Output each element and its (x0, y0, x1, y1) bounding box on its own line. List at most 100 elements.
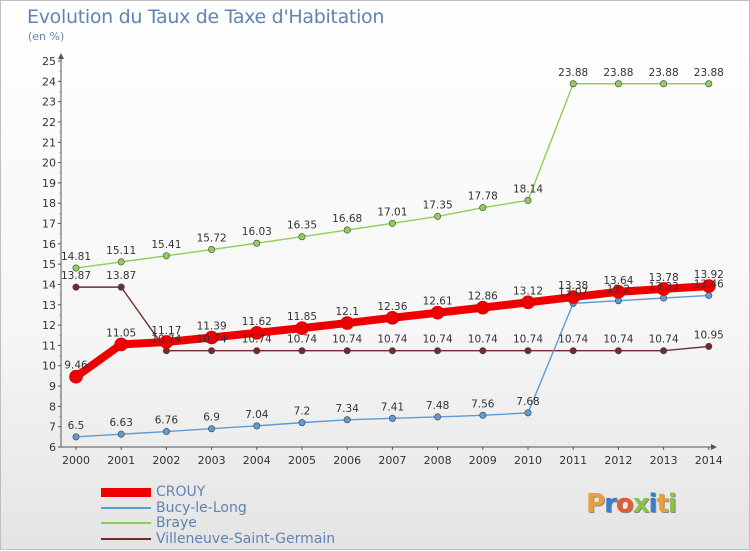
x-tick-label: 2002 (152, 454, 180, 467)
data-label: 10.74 (603, 334, 633, 346)
y-axis-arrow (58, 53, 64, 59)
data-point (253, 422, 261, 430)
legend-swatch (101, 522, 151, 524)
x-tick-label: 2000 (62, 454, 90, 467)
y-tick-label: 13 (42, 299, 56, 312)
data-point (569, 80, 577, 88)
y-tick-label: 11 (42, 339, 56, 352)
data-point (705, 342, 713, 350)
x-tick-label: 2012 (604, 454, 632, 467)
series-crouy (69, 279, 716, 384)
data-point (434, 212, 442, 220)
data-label: 7.04 (245, 409, 269, 421)
data-label: 23.88 (603, 67, 633, 79)
data-label: 15.11 (106, 245, 136, 257)
data-point (253, 347, 261, 355)
data-label: 23.88 (558, 67, 588, 79)
legend-item: Braye (101, 515, 401, 531)
data-point (114, 337, 128, 352)
legend-label: Bucy-le-Long (156, 499, 247, 516)
data-label: 17.78 (468, 191, 498, 203)
data-point (611, 284, 626, 299)
x-axis-arrow (711, 444, 717, 450)
data-label: 11.17 (151, 325, 181, 337)
data-label: 10.74 (377, 334, 407, 346)
data-point (69, 369, 83, 384)
data-label: 10.74 (287, 334, 317, 346)
data-point (250, 326, 264, 340)
data-point (566, 290, 581, 304)
y-tick-label: 17 (42, 218, 56, 231)
data-point (343, 226, 351, 234)
x-tick-label: 2009 (469, 454, 497, 467)
data-label: 23.88 (694, 67, 724, 79)
data-label: 7.41 (381, 401, 404, 413)
x-tick-label: 2001 (107, 454, 135, 467)
data-label: 10.74 (558, 334, 588, 346)
data-point (388, 347, 396, 355)
legend-label: Braye (156, 515, 197, 531)
data-label: 13.38 (558, 280, 588, 292)
data-label: 7.68 (516, 396, 539, 408)
data-point (298, 419, 306, 427)
data-point (204, 330, 219, 345)
data-point (343, 416, 351, 424)
data-label: 16.35 (287, 220, 317, 232)
data-point (521, 295, 535, 310)
data-label: 10.74 (242, 334, 272, 346)
data-label: 11.85 (287, 311, 317, 323)
data-label: 10.95 (694, 329, 724, 341)
data-label: 16.68 (332, 213, 362, 225)
data-point (479, 347, 487, 355)
data-label: 11.62 (242, 316, 272, 328)
x-tick-label: 2004 (243, 454, 271, 467)
data-point (614, 347, 622, 355)
chart-unit-label: (en %) (28, 30, 65, 43)
data-label: 7.34 (336, 403, 360, 415)
data-label: 12.36 (377, 301, 407, 313)
data-label: 6.9 (203, 412, 220, 424)
data-point (388, 219, 396, 227)
data-label: 13.46 (694, 278, 724, 290)
series-bucy-le-long (72, 291, 713, 441)
data-point (660, 347, 668, 355)
data-point (159, 335, 174, 349)
data-point (295, 321, 309, 335)
data-point (479, 204, 487, 212)
data-label: 13.92 (694, 269, 724, 281)
data-label: 17.35 (423, 199, 453, 211)
data-label: 12.1 (336, 306, 359, 318)
data-point (479, 411, 487, 419)
data-point (614, 80, 622, 88)
y-tick-label: 12 (42, 319, 56, 332)
data-label: 12.86 (468, 291, 498, 303)
data-label: 16.03 (242, 226, 272, 238)
data-point (72, 264, 80, 272)
y-tick-label: 16 (42, 238, 56, 251)
data-point (343, 347, 351, 355)
data-point (701, 279, 716, 293)
data-point (656, 282, 671, 296)
data-point (705, 291, 713, 299)
data-label: 9.46 (64, 360, 88, 372)
y-tick-label: 8 (49, 400, 56, 413)
data-label: 6.63 (110, 417, 133, 429)
data-label: 7.48 (426, 400, 449, 412)
x-tick-label: 2007 (378, 454, 406, 467)
data-point (660, 294, 668, 302)
data-label: 14.81 (61, 251, 91, 263)
data-point (569, 347, 577, 355)
y-tick-label: 15 (42, 258, 56, 271)
data-point (388, 414, 396, 422)
y-tick-label: 23 (42, 96, 56, 109)
data-point (208, 347, 216, 355)
data-label: 17.01 (377, 206, 407, 218)
data-point (298, 233, 306, 241)
series-braye (72, 80, 713, 272)
data-point (117, 283, 125, 291)
y-tick-label: 25 (42, 55, 56, 68)
data-point (208, 246, 216, 254)
data-point (475, 300, 490, 315)
